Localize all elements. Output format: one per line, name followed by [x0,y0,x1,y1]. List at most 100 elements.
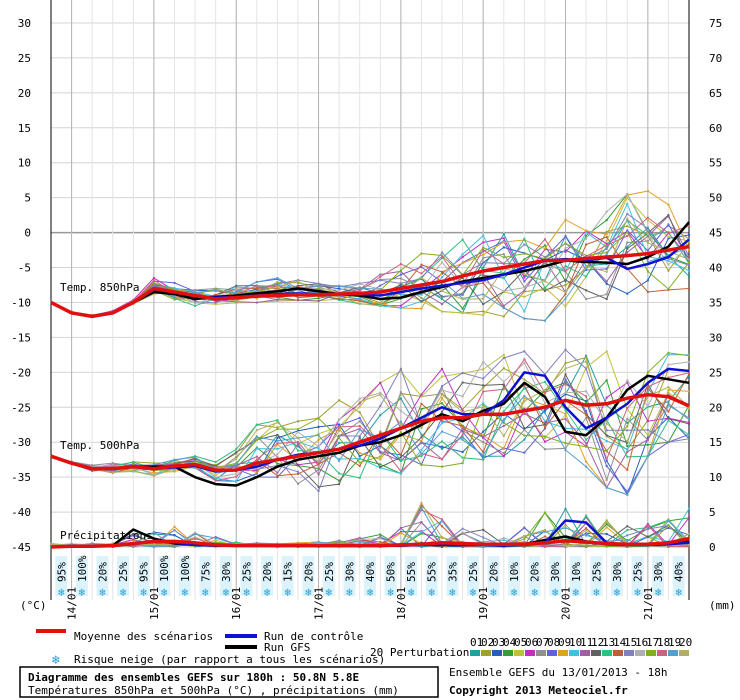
perturbation-point [173,295,176,298]
perturbation-point [688,255,690,258]
perturbation-line [50,504,690,548]
perturbation-point [523,540,526,543]
perturbation-point [523,295,526,298]
main-series-lines [50,221,690,549]
perturbation-point [296,280,299,283]
perturbation-point [235,291,238,294]
perturbation-point [646,523,649,526]
snow-risk-cell [75,556,88,596]
perturbation-point [441,303,444,306]
perturbation-point [482,272,485,275]
perturbation-point [605,478,608,481]
perturbation-swatch [635,650,645,656]
right-tick-label: 60 [709,122,722,135]
perturbation-point [626,196,629,199]
perturbation-point [461,450,464,453]
perturbation-point [358,420,361,423]
perturbation-point [276,287,279,290]
date-label: 17/01 [313,587,326,620]
perturbation-point [605,267,608,270]
perturbation-point [173,534,176,537]
snowflake-icon: ❄ [161,586,168,599]
snow-risk-cell [219,556,232,596]
snow-risk-label: 30% [343,562,356,582]
perturbation-point [194,460,197,463]
snow-risk-cell [631,556,644,596]
perturbation-point [585,529,588,532]
perturbation-point [564,291,567,294]
snow-risk-label: 20% [529,562,542,582]
perturbation-point [523,358,526,361]
perturbation-point [605,270,608,273]
perturbation-point [276,443,279,446]
perturbation-point [585,390,588,393]
snow-risk-cell [199,556,212,596]
perturbation-point [564,442,567,445]
perturbation-point [214,538,217,541]
perturbation-point [585,527,588,530]
perturbations-label: 20 Perturbations [370,646,476,659]
perturbation-point [461,238,464,241]
perturbation-point [626,381,629,384]
perturbation-point [626,421,629,424]
snow-risk-cell [343,556,356,596]
perturbation-point [276,456,279,459]
perturbation-point [523,276,526,279]
perturbation-point [441,545,444,548]
perturbation-point [255,297,258,300]
perturbation-point [688,264,690,267]
perturbation-point [338,472,341,475]
perturbation-point [420,266,423,269]
right-tick-label: 30 [709,331,722,344]
legend-mean-swatch [36,629,66,633]
perturbation-id: 17 [646,636,659,649]
perturbation-point [646,428,649,431]
perturbation-point [688,539,690,542]
perturbation-point [585,234,588,237]
perturbation-point [461,430,464,433]
perturbation-point [502,455,505,458]
perturbation-point [358,461,361,464]
perturbation-point [317,485,320,488]
snow-risk-label: 20% [302,562,315,582]
perturbation-point [173,470,176,473]
snow-risk-label: 55% [405,562,418,582]
perturbation-point [399,459,402,462]
perturbation-point [461,293,464,296]
perturbation-point [276,300,279,303]
left-tick-label: 0 [24,227,31,240]
perturbation-point [441,458,444,461]
perturbation-point [441,393,444,396]
perturbation-point [564,249,567,252]
perturbation-point [523,451,526,454]
snow-risk-label: 30% [611,562,624,582]
perturbation-point [564,247,567,250]
perturbation-point [543,440,546,443]
perturbation-point [317,447,320,450]
perturbation-swatch [525,650,535,656]
perturbation-point [543,262,546,265]
perturbation-point [132,539,135,542]
perturbation-point [420,433,423,436]
perturbation-point [626,455,629,458]
perturbation-point [461,307,464,310]
perturbation-point [688,245,690,248]
perturbation-point [667,223,670,226]
perturbation-point [111,462,114,465]
perturbation-id: 05 [514,636,527,649]
perturbation-point [91,464,94,467]
perturbation-point [646,385,649,388]
perturbation-point [338,289,341,292]
perturbation-point [543,435,546,438]
perturbation-point [173,525,176,528]
perturbation-point [688,422,690,425]
series-line [50,536,690,549]
snowflake-icon: ❄ [387,586,394,599]
perturbation-point [605,280,608,283]
perturbation-point [358,427,361,430]
perturbation-point [482,430,485,433]
perturbation-point [523,361,526,364]
perturbation-point [564,427,567,430]
perturbation-point [420,402,423,405]
perturbation-point [626,441,629,444]
